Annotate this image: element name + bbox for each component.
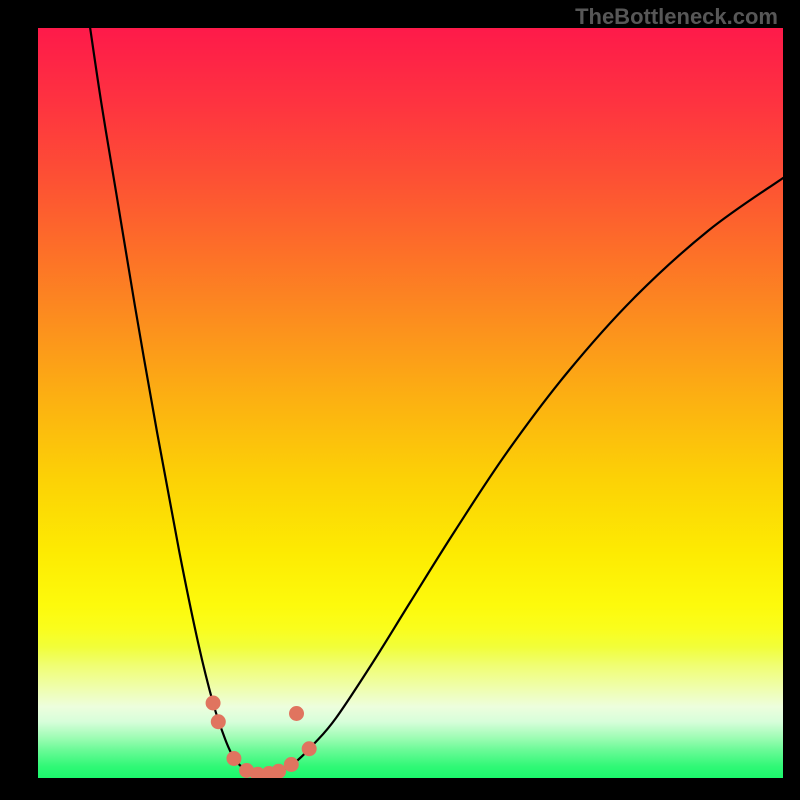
data-marker <box>284 757 299 772</box>
chart-container: TheBottleneck.com <box>0 0 800 800</box>
data-marker <box>289 706 304 721</box>
data-marker <box>211 714 226 729</box>
data-marker <box>206 696 221 711</box>
data-marker <box>226 751 241 766</box>
bottleneck-curve <box>90 28 783 774</box>
plot-area <box>38 28 783 778</box>
watermark-text: TheBottleneck.com <box>575 4 778 30</box>
data-marker <box>271 764 286 778</box>
curve-layer <box>38 28 783 778</box>
data-marker <box>302 741 317 756</box>
